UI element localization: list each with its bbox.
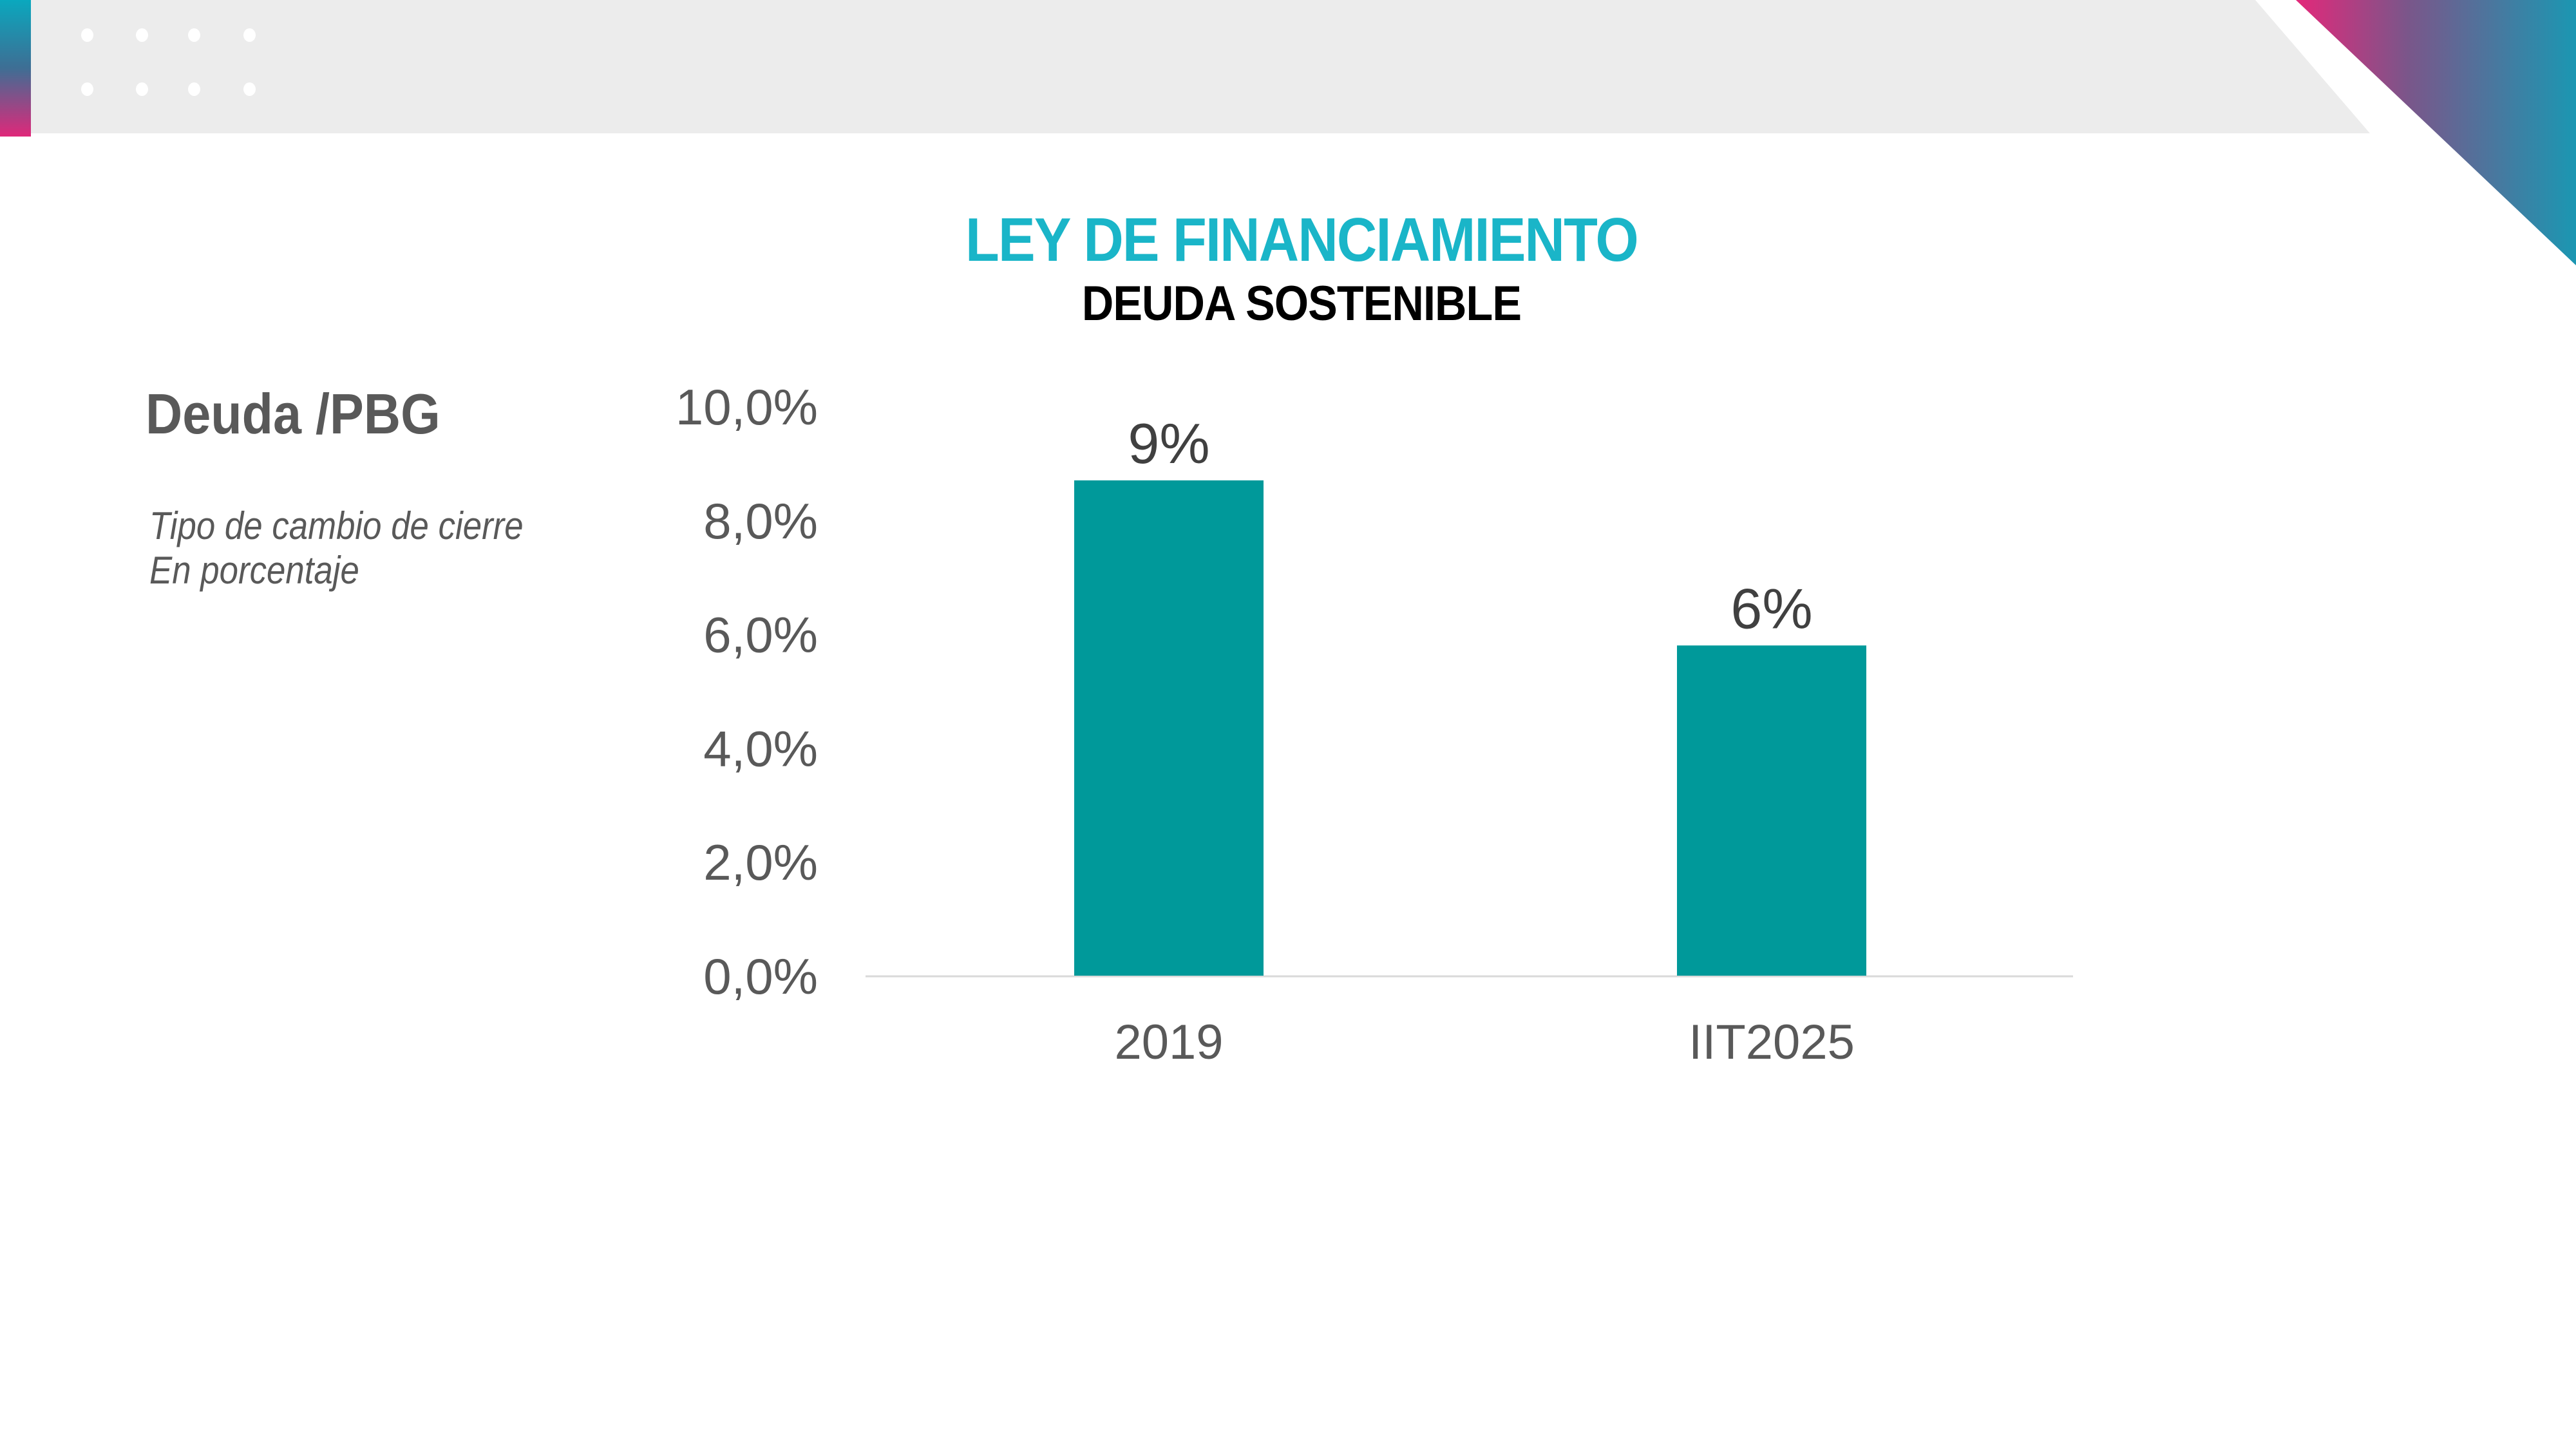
page-subtitle: DEUDA SOSTENIBLE <box>1081 276 1522 331</box>
y-tick-label: 2,0% <box>703 834 818 891</box>
dot-grid-decoration <box>0 0 270 129</box>
dot-icon <box>81 28 93 42</box>
left-accent-bar <box>0 0 31 137</box>
corner-gradient-decoration <box>2296 0 2576 265</box>
header-band-shape <box>31 0 2370 133</box>
dot-icon <box>81 82 93 96</box>
bars-group <box>1074 480 1866 976</box>
y-axis: 0,0% 2,0% 4,0% 6,0% 8,0% 10,0% <box>676 379 818 1005</box>
chart-note-exchange-rate: Tipo de cambio de cierre <box>149 504 524 547</box>
dot-icon <box>243 82 256 96</box>
page-title: LEY DE FINANCIAMIENTO <box>965 205 1639 274</box>
data-label: 6% <box>1730 576 1812 640</box>
y-tick-label: 8,0% <box>703 493 818 549</box>
x-tick-label: 2019 <box>1114 1015 1223 1070</box>
dot-icon <box>188 28 200 42</box>
dot-icon <box>136 28 148 42</box>
y-tick-label: 4,0% <box>703 720 818 777</box>
header-band <box>31 0 2414 133</box>
corner-triangle <box>2296 0 2576 265</box>
chart-note-units: En porcentaje <box>149 549 359 592</box>
bar-IIT2025 <box>1677 645 1866 976</box>
y-tick-label: 0,0% <box>703 948 818 1005</box>
dot-icon <box>243 28 256 42</box>
dot-icon <box>188 82 200 96</box>
x-tick-label: IIT2025 <box>1689 1015 1855 1070</box>
x-axis: 2019 IIT2025 <box>1114 1015 1854 1070</box>
y-tick-label: 6,0% <box>703 607 818 663</box>
y-tick-label: 10,0% <box>676 379 818 435</box>
data-label: 9% <box>1128 412 1209 475</box>
bar-2019 <box>1074 480 1264 976</box>
chart-side-title: Deuda /PBG <box>146 382 440 446</box>
dot-icon <box>136 82 148 96</box>
data-labels-group: 9% 6% <box>1128 412 1812 640</box>
